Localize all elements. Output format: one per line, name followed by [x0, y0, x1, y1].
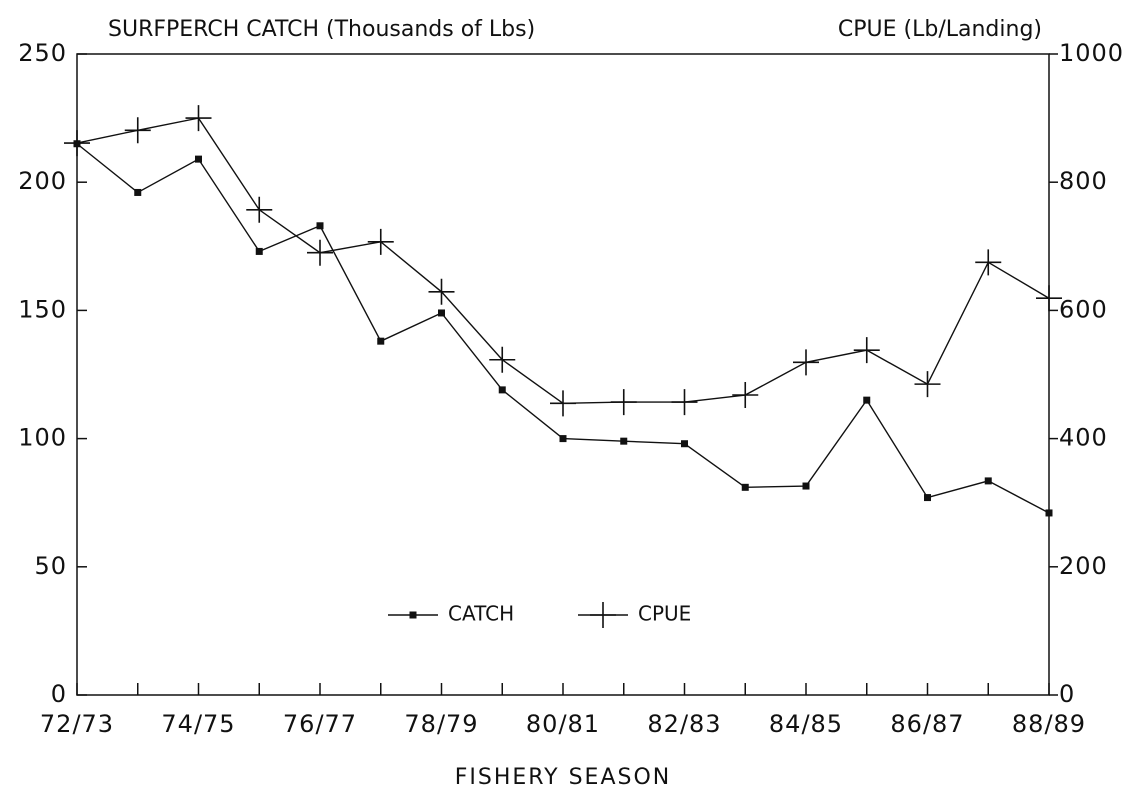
y-tick-label: 150 [18, 295, 67, 323]
data-point [984, 477, 992, 485]
y2-axis-title: CPUE (Lb/Landing) [838, 17, 1042, 42]
data-point [246, 196, 273, 223]
data-point [975, 249, 1002, 276]
data-point [195, 155, 202, 163]
x-tick-label: 72/73 [40, 710, 114, 738]
data-point [671, 389, 698, 416]
data-point [307, 239, 333, 266]
y-tick-label: 250 [18, 39, 67, 67]
x-tick-label: 84/85 [769, 710, 843, 738]
data-point [185, 105, 212, 132]
legend-label: CPUE [638, 602, 691, 626]
data-point [853, 337, 880, 364]
data-point [924, 494, 931, 502]
data-point [550, 390, 576, 417]
data-point [134, 188, 142, 196]
data-point [610, 389, 637, 416]
legend-marker [590, 602, 616, 628]
y-tick-label: 100 [18, 424, 67, 452]
y2-tick-label: 1000 [1059, 39, 1124, 67]
data-point [367, 228, 394, 255]
data-point [489, 346, 516, 373]
x-tick-label: 80/81 [526, 710, 600, 738]
data-point [255, 247, 263, 255]
data-point [914, 371, 941, 398]
legend-label: CATCH [448, 602, 514, 626]
data-point [64, 130, 90, 157]
data-point [620, 437, 628, 445]
data-point [863, 396, 871, 404]
y2-tick-label: 600 [1059, 295, 1108, 323]
data-point [793, 349, 819, 376]
data-point [498, 386, 506, 394]
data-point [316, 222, 324, 230]
series-line [76, 143, 1050, 514]
y-tick-label: 0 [51, 680, 67, 708]
y2-tick-label: 400 [1059, 424, 1108, 452]
y2-tick-label: 800 [1059, 167, 1108, 195]
y2-tick-label: 0 [1059, 680, 1075, 708]
x-tick-label: 78/79 [404, 710, 478, 738]
x-tick-label: 82/83 [647, 710, 721, 738]
data-point [732, 382, 759, 409]
data-point [741, 483, 749, 491]
data-point [802, 482, 810, 490]
x-tick-label: 76/77 [283, 710, 357, 738]
data-point [428, 278, 455, 305]
data-point [377, 337, 385, 345]
data-point [438, 309, 445, 317]
legend-marker [409, 611, 417, 619]
chart-title: SURFPERCH CATCH (Thousands of Lbs) [108, 17, 535, 42]
plot-frame [76, 53, 1050, 696]
data-point [124, 117, 151, 144]
x-tick-label: 86/87 [890, 710, 964, 738]
y-tick-label: 200 [18, 167, 67, 195]
y2-tick-label: 200 [1059, 552, 1108, 580]
x-tick-label: 88/89 [1012, 710, 1086, 738]
x-tick-label: 74/75 [161, 710, 235, 738]
data-point [681, 440, 688, 448]
data-point [559, 435, 567, 443]
y-tick-label: 50 [34, 552, 67, 580]
data-point [1045, 509, 1053, 517]
series-line [76, 117, 1050, 405]
data-point [1036, 285, 1062, 312]
x-axis-title: FISHERY SEASON [455, 765, 672, 790]
